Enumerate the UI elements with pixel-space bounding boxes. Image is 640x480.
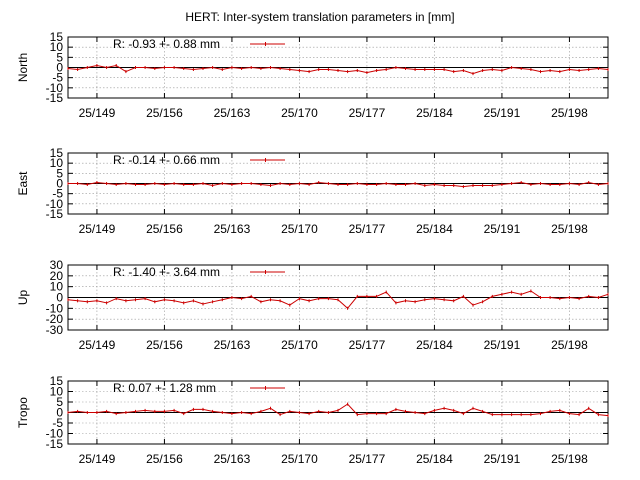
- x-tick-label: 25/191: [484, 452, 521, 466]
- y-tick-label: -10: [46, 197, 64, 211]
- legend-label: R: -0.14 +- 0.66 mm: [113, 153, 220, 167]
- x-tick-label: 25/163: [214, 338, 251, 352]
- y-tick-label: 0: [56, 177, 63, 191]
- y-tick-label: -10: [46, 81, 64, 95]
- x-tick-label: 25/184: [416, 106, 453, 120]
- x-tick-label: 25/177: [349, 222, 386, 236]
- x-tick-label: 25/191: [484, 338, 521, 352]
- x-tick-label: 25/170: [281, 452, 318, 466]
- y-tick-label: -20: [46, 312, 64, 326]
- x-tick-label: 25/156: [146, 452, 183, 466]
- y-tick-label: -5: [52, 416, 63, 430]
- y-tick-label: 5: [56, 166, 63, 180]
- y-tick-label: -10: [46, 301, 64, 315]
- y-tick-label: 30: [50, 258, 64, 272]
- y-tick-label: -30: [46, 323, 64, 337]
- x-tick-label: 25/149: [79, 452, 116, 466]
- x-tick-label: 25/191: [484, 222, 521, 236]
- legend-label: R: -1.40 +- 3.64 mm: [113, 265, 220, 279]
- x-tick-label: 25/156: [146, 106, 183, 120]
- y-tick-label: -15: [46, 207, 64, 221]
- x-tick-label: 25/184: [416, 338, 453, 352]
- x-tick-label: 25/184: [416, 222, 453, 236]
- y-tick-label: 15: [50, 146, 64, 160]
- figure-title: HERT: Inter-system translation parameter…: [185, 10, 454, 24]
- x-tick-label: 25/191: [484, 106, 521, 120]
- y-axis-label: East: [16, 171, 30, 196]
- y-tick-label: 5: [56, 50, 63, 64]
- x-tick-label: 25/184: [416, 452, 453, 466]
- x-tick-label: 25/163: [214, 106, 251, 120]
- y-tick-label: 5: [56, 395, 63, 409]
- x-tick-label: 25/198: [551, 452, 588, 466]
- y-tick-label: -5: [52, 187, 63, 201]
- x-tick-label: 25/156: [146, 222, 183, 236]
- y-tick-label: -5: [52, 71, 63, 85]
- y-tick-label: 20: [50, 269, 64, 283]
- x-tick-label: 25/149: [79, 338, 116, 352]
- x-tick-label: 25/177: [349, 106, 386, 120]
- x-tick-label: 25/149: [79, 222, 116, 236]
- y-axis-label: Tropo: [16, 397, 30, 428]
- y-tick-label: 10: [50, 385, 64, 399]
- x-tick-label: 25/198: [551, 338, 588, 352]
- y-tick-label: -15: [46, 91, 64, 105]
- x-tick-label: 25/198: [551, 106, 588, 120]
- y-axis-label: Up: [16, 290, 30, 306]
- y-tick-label: 0: [56, 406, 63, 420]
- y-tick-label: 15: [50, 374, 64, 388]
- x-tick-label: 25/177: [349, 338, 386, 352]
- y-tick-label: 0: [56, 291, 63, 305]
- x-tick-label: 25/163: [214, 222, 251, 236]
- x-tick-label: 25/170: [281, 222, 318, 236]
- y-tick-label: 10: [50, 280, 64, 294]
- x-tick-label: 25/156: [146, 338, 183, 352]
- y-tick-label: 0: [56, 61, 63, 75]
- x-tick-label: 25/170: [281, 106, 318, 120]
- x-tick-label: 25/177: [349, 452, 386, 466]
- x-tick-label: 25/170: [281, 338, 318, 352]
- y-tick-label: 10: [50, 40, 64, 54]
- legend-label: R: 0.07 +- 1.28 mm: [113, 381, 216, 395]
- x-tick-label: 25/149: [79, 106, 116, 120]
- x-tick-label: 25/163: [214, 452, 251, 466]
- x-tick-label: 25/198: [551, 222, 588, 236]
- legend-label: R: -0.93 +- 0.88 mm: [113, 37, 220, 51]
- y-tick-label: -10: [46, 427, 64, 441]
- y-tick-label: 15: [50, 30, 64, 44]
- y-tick-label: -15: [46, 437, 64, 451]
- y-tick-label: 10: [50, 156, 64, 170]
- y-axis-label: North: [16, 53, 30, 82]
